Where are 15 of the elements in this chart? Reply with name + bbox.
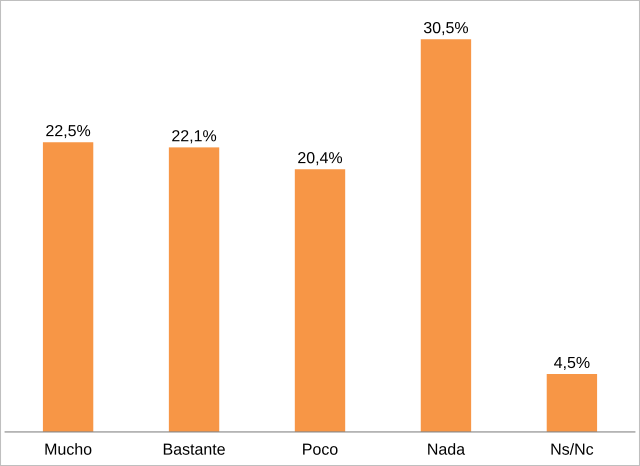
- data-label: 30,5%: [424, 22, 468, 36]
- x-tick-label: Poco: [303, 444, 338, 455]
- bar: [42, 142, 94, 432]
- x-tick-label: Bastante: [164, 444, 225, 455]
- bar: [168, 147, 220, 432]
- x-tick-label: Nada: [428, 443, 466, 455]
- data-label: 4,5%: [554, 356, 590, 370]
- x-tick-label: Mucho: [45, 443, 92, 455]
- bar: [546, 374, 598, 432]
- data-label: 22,1%: [172, 130, 216, 144]
- bar: [420, 39, 472, 432]
- data-label: 22,5%: [46, 124, 90, 138]
- bar: [294, 169, 346, 432]
- data-label: 20,4%: [298, 152, 342, 166]
- x-tick-label: Ns/Nc: [551, 443, 594, 455]
